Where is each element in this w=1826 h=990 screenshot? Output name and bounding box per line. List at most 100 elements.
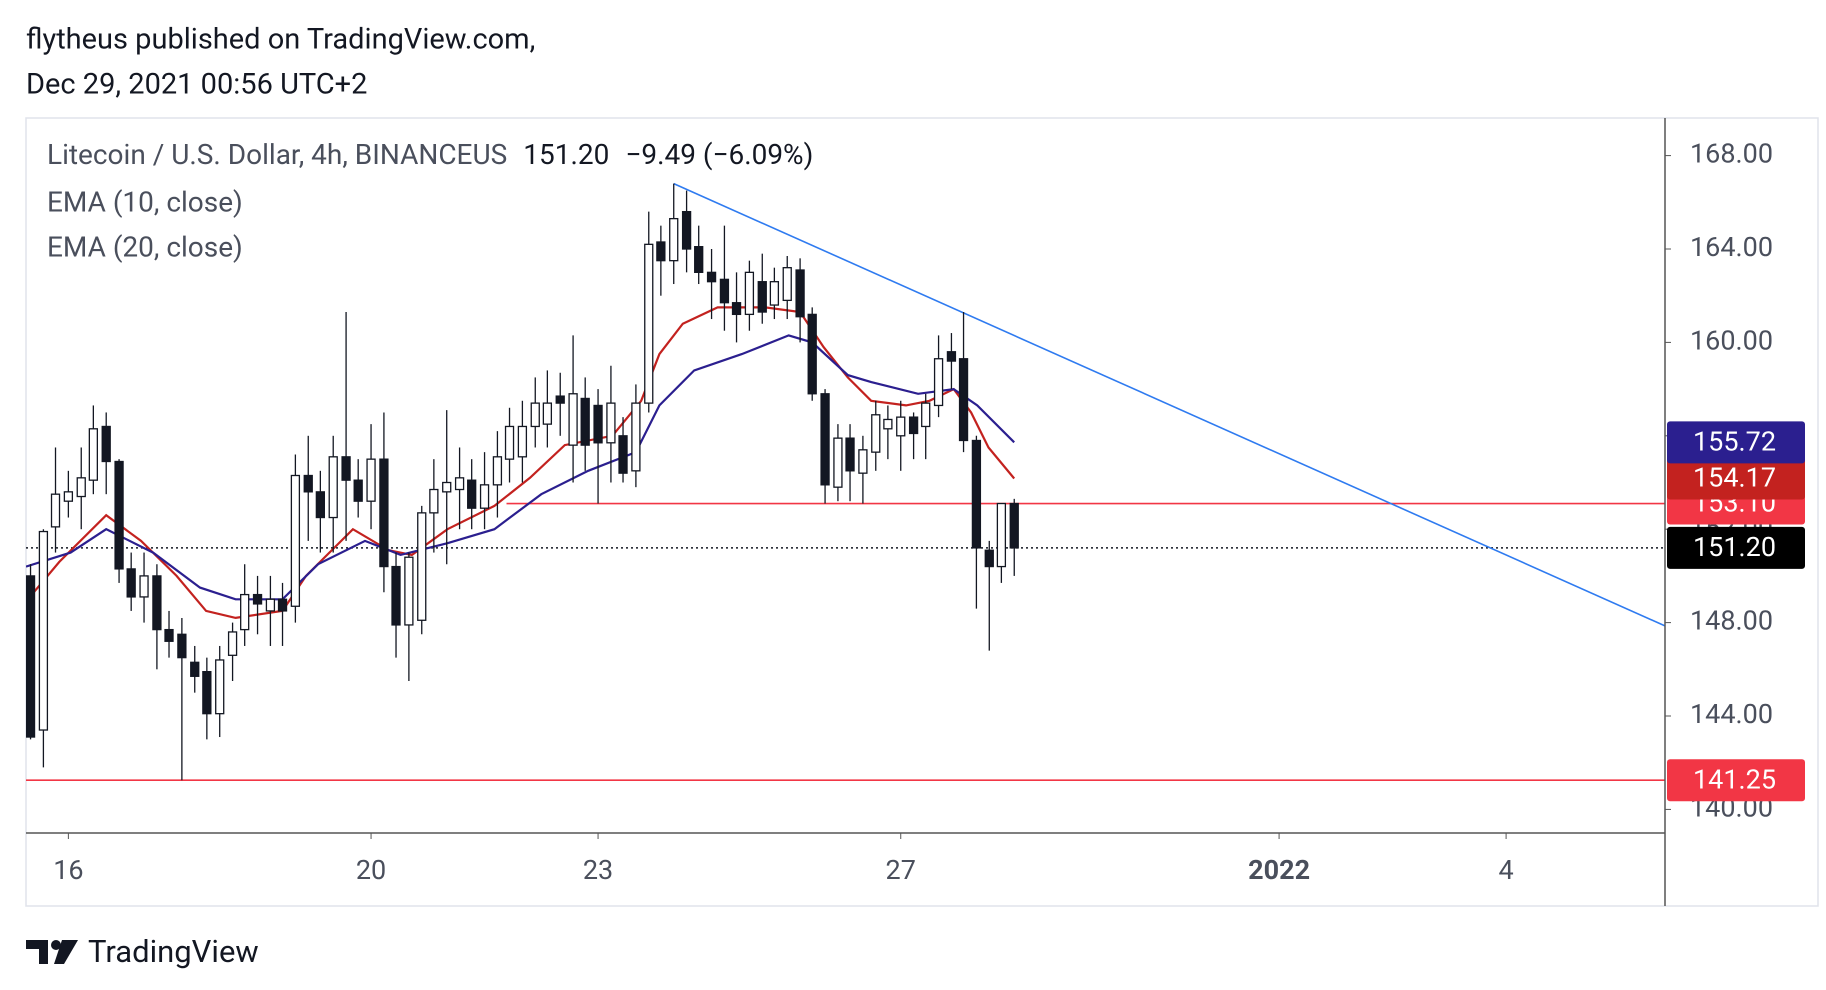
candle-body — [719, 278, 730, 304]
logo-mark — [26, 940, 48, 964]
candle-body — [328, 456, 338, 519]
candle-body — [366, 458, 376, 502]
candle-body — [1009, 502, 1019, 549]
candle-body — [454, 477, 465, 491]
candle-body — [833, 437, 843, 488]
candle-body — [114, 460, 124, 570]
price-badge-label: 154.17 — [1693, 462, 1776, 494]
candle-body — [845, 437, 855, 472]
candle-body — [265, 598, 276, 612]
plot — [26, 182, 1665, 782]
candle-body — [88, 428, 98, 481]
candle-body — [303, 474, 313, 493]
candle-body — [467, 479, 477, 509]
candle-body — [542, 402, 553, 425]
candle-body — [353, 479, 363, 502]
price-badge — [1667, 526, 1805, 569]
candle-body — [252, 593, 263, 605]
candle-body — [782, 267, 792, 302]
candle-body — [492, 456, 503, 486]
candle-body — [530, 402, 540, 428]
candle-body — [76, 477, 86, 498]
candle-body — [139, 575, 149, 598]
candle-body — [908, 416, 919, 435]
trend-line — [673, 182, 1665, 627]
candle-body — [404, 556, 414, 626]
candle-body — [984, 549, 994, 568]
candle-body — [391, 565, 401, 626]
candle-body — [580, 397, 590, 446]
candle-body — [504, 425, 515, 460]
candle-body — [858, 449, 868, 474]
last-price: 151.20 — [523, 138, 609, 171]
candle-body — [896, 416, 906, 437]
y-tick-label: 164.00 — [1690, 231, 1773, 263]
candle-body — [820, 393, 830, 486]
legend-entry: EMA (20, close) — [47, 230, 243, 263]
price-badge — [1667, 457, 1805, 500]
candle-body — [177, 633, 187, 659]
candle-body — [26, 575, 36, 738]
candle-body — [706, 271, 717, 283]
candle-body — [417, 512, 427, 621]
candle-body — [946, 351, 957, 362]
candle-body — [479, 484, 490, 509]
candle-body — [769, 281, 780, 306]
candle-body — [190, 661, 200, 677]
candle-body — [568, 393, 578, 446]
candle-body — [240, 593, 250, 631]
brand-name: TradingView — [88, 933, 259, 970]
candle-body — [101, 425, 111, 463]
price-badge-label: 155.72 — [1693, 425, 1776, 457]
candle-body — [921, 402, 931, 428]
candle-body — [795, 269, 805, 318]
symbol: Litecoin / U.S. Dollar, 4h, BINANCEUS — [47, 138, 507, 171]
x-tick-label: 27 — [886, 854, 916, 886]
y-tick-label: 168.00 — [1690, 138, 1773, 170]
candle-body — [669, 217, 679, 262]
candle-body — [731, 302, 742, 316]
candle-body — [429, 488, 439, 514]
candle-body — [152, 575, 162, 631]
candle-body — [807, 313, 817, 395]
candle-body — [694, 246, 704, 273]
candle-body — [681, 210, 692, 250]
y-tick-label: 160.00 — [1690, 325, 1773, 357]
candle-body — [341, 456, 351, 481]
x-tick-label: 20 — [356, 854, 386, 886]
candle-body — [757, 281, 767, 313]
y-tick-label: 144.00 — [1690, 698, 1773, 730]
candle-body — [631, 402, 641, 472]
logo-mark — [54, 940, 78, 964]
candle-body — [63, 491, 74, 502]
ema-line — [26, 334, 1015, 601]
candle-body — [50, 493, 61, 528]
candle-body — [644, 243, 654, 404]
candle-body — [215, 659, 225, 715]
publish-date: Dec 29, 2021 00:56 UTC+2 — [26, 68, 367, 102]
candle-body — [517, 425, 528, 458]
candle-body — [227, 631, 238, 656]
candle-body — [126, 568, 136, 598]
y-tick-label: 148.00 — [1690, 605, 1773, 637]
candle-body — [971, 439, 982, 549]
price-badge — [1667, 421, 1805, 464]
price-badge-label: 141.25 — [1693, 763, 1776, 795]
candle-body — [933, 358, 944, 407]
x-tick-label: 23 — [583, 854, 613, 886]
candle-body — [38, 530, 49, 731]
x-tick-label: 16 — [53, 854, 83, 886]
candle-body — [290, 474, 301, 607]
candle-body — [744, 271, 755, 316]
candle-body — [606, 402, 616, 444]
x-tick-label: 4 — [1499, 854, 1514, 886]
x-tick-label: 2022 — [1248, 854, 1310, 886]
candle-body — [164, 628, 174, 642]
candle-body — [871, 414, 881, 453]
candle-body — [379, 458, 389, 568]
logo-mark — [51, 940, 61, 950]
candle-body — [202, 670, 212, 715]
price-change: −9.49 (−6.09%) — [625, 138, 813, 171]
legend-entry: EMA (10, close) — [47, 185, 243, 218]
